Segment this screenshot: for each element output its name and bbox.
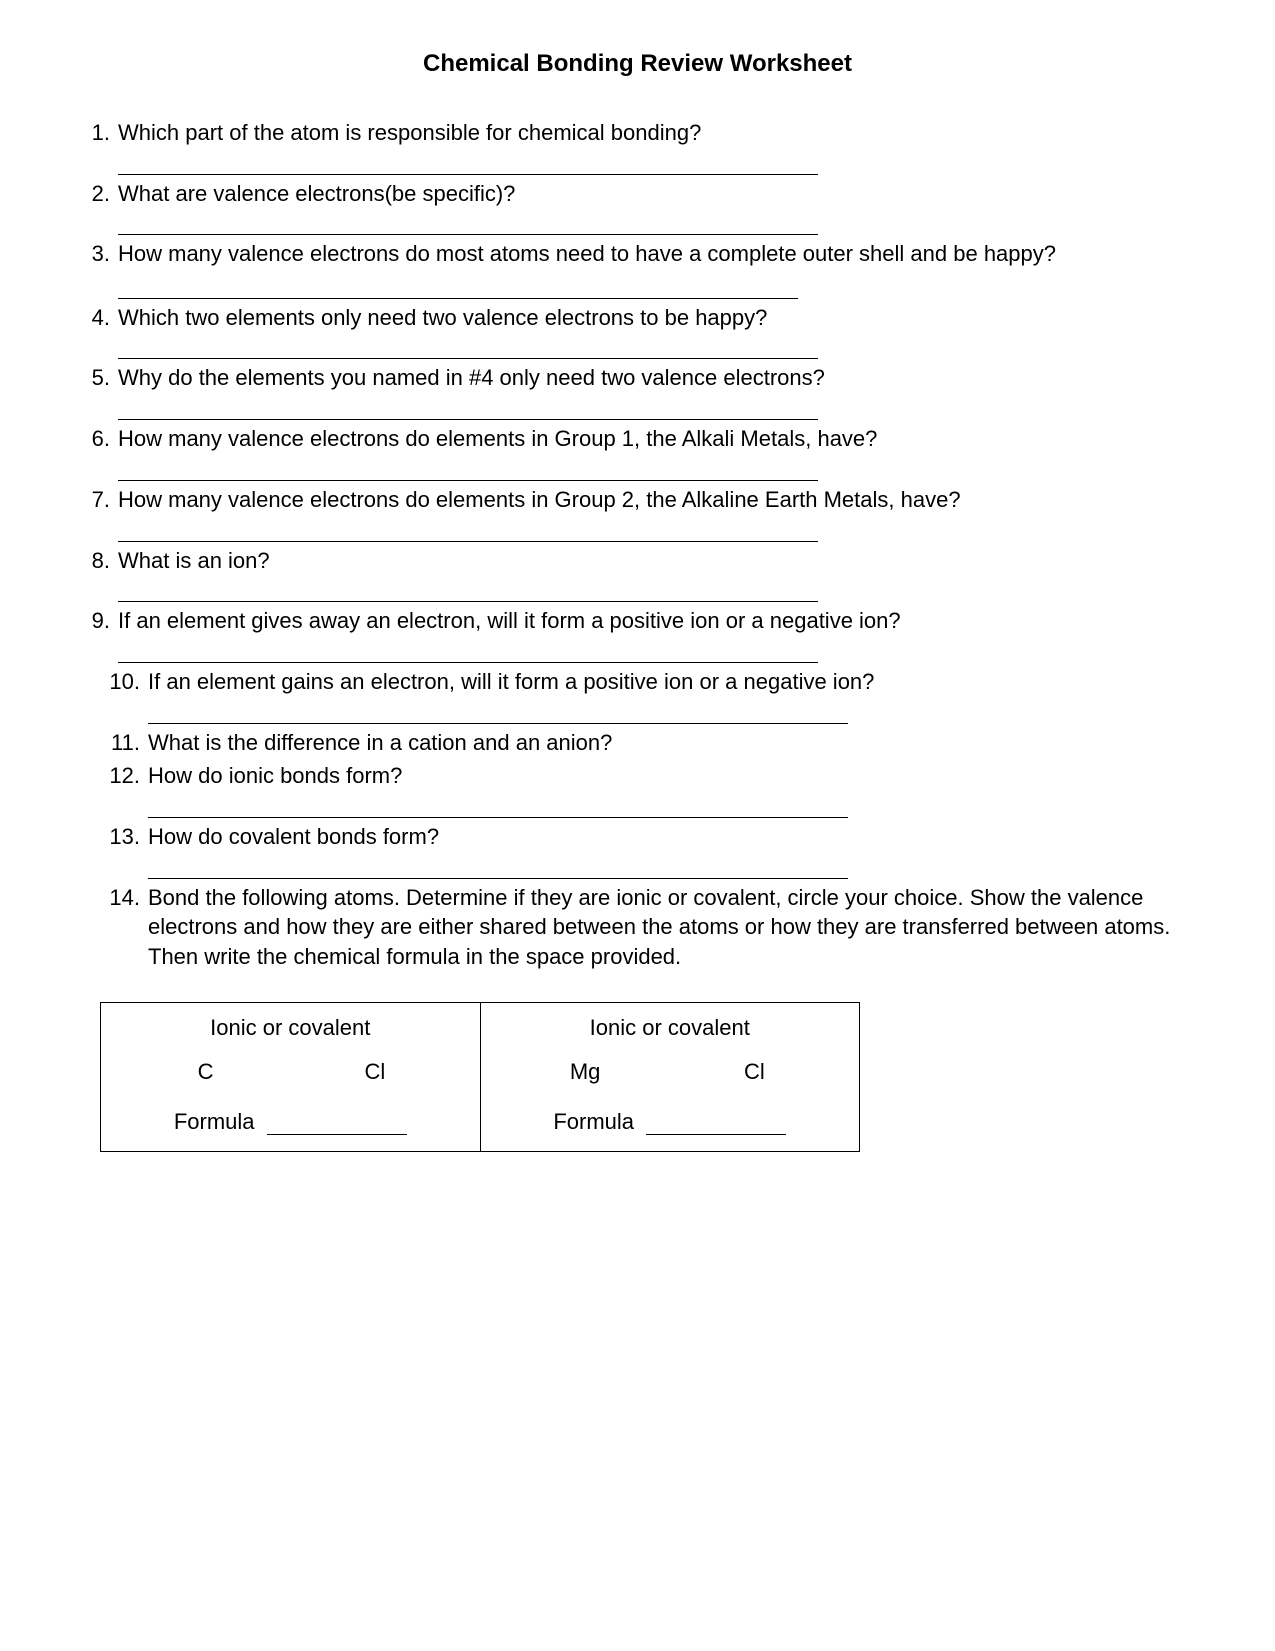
answer-blank[interactable] bbox=[118, 336, 818, 359]
question-item: 10.If an element gains an electron, will… bbox=[70, 667, 1205, 697]
question-text: What are valence electrons(be specific)? bbox=[118, 179, 1205, 209]
question-text: How many valence electrons do most atoms… bbox=[118, 239, 1205, 298]
question-number: 6. bbox=[70, 424, 118, 454]
question-item: 8.What is an ion? bbox=[70, 546, 1205, 576]
question-item: 1.Which part of the atom is responsible … bbox=[70, 118, 1205, 148]
question-item: 4.Which two elements only need two valen… bbox=[70, 303, 1205, 333]
answer-blank[interactable] bbox=[118, 458, 818, 481]
question-number: 10. bbox=[70, 667, 148, 697]
answer-blank[interactable] bbox=[118, 519, 818, 542]
question-number: 2. bbox=[70, 179, 118, 209]
element-pair: C Cl bbox=[121, 1059, 460, 1085]
question-text: What is an ion? bbox=[118, 546, 1205, 576]
question-number: 8. bbox=[70, 546, 118, 576]
question-text: Which two elements only need two valence… bbox=[118, 303, 1205, 333]
question-item: 7.How many valence electrons do elements… bbox=[70, 485, 1205, 515]
answer-blank[interactable] bbox=[148, 795, 848, 818]
question-item: 14.Bond the following atoms. Determine i… bbox=[70, 883, 1205, 972]
answer-blank[interactable] bbox=[118, 212, 818, 235]
ionic-covalent-label: Ionic or covalent bbox=[121, 1015, 460, 1041]
question-number: 5. bbox=[70, 363, 118, 393]
formula-row: Formula bbox=[501, 1109, 840, 1135]
question-number: 11. bbox=[70, 728, 148, 758]
formula-blank[interactable] bbox=[267, 1116, 407, 1135]
question-number: 9. bbox=[70, 606, 118, 636]
bonding-table: Ionic or covalent C Cl Formula Ionic or … bbox=[100, 1002, 860, 1152]
question-number: 4. bbox=[70, 303, 118, 333]
bonding-cell: Ionic or covalent Mg Cl Formula bbox=[480, 1002, 860, 1151]
question-item: 5.Why do the elements you named in #4 on… bbox=[70, 363, 1205, 393]
question-text: If an element gives away an electron, wi… bbox=[118, 606, 1205, 636]
element-1: C bbox=[186, 1059, 226, 1085]
question-text: What is the difference in a cation and a… bbox=[148, 728, 1205, 758]
answer-blank[interactable] bbox=[148, 856, 848, 879]
question-item: 13.How do covalent bonds form? bbox=[70, 822, 1205, 852]
answer-blank[interactable] bbox=[118, 579, 818, 602]
question-number: 14. bbox=[70, 883, 148, 972]
question-list: 1.Which part of the atom is responsible … bbox=[70, 118, 1205, 972]
answer-blank[interactable] bbox=[148, 701, 848, 724]
question-number: 12. bbox=[70, 761, 148, 791]
question-text: Which part of the atom is responsible fo… bbox=[118, 118, 1205, 148]
formula-blank[interactable] bbox=[646, 1116, 786, 1135]
question-item: 6.How many valence electrons do elements… bbox=[70, 424, 1205, 454]
answer-blank[interactable] bbox=[118, 152, 818, 175]
question-item: 2.What are valence electrons(be specific… bbox=[70, 179, 1205, 209]
ionic-covalent-label: Ionic or covalent bbox=[501, 1015, 840, 1041]
question-text: How do covalent bonds form? bbox=[148, 822, 1205, 852]
question-item: 11.What is the difference in a cation an… bbox=[70, 728, 1205, 758]
answer-blank[interactable] bbox=[118, 640, 818, 663]
question-number: 13. bbox=[70, 822, 148, 852]
question-text: Why do the elements you named in #4 only… bbox=[118, 363, 1205, 393]
question-text: Bond the following atoms. Determine if t… bbox=[148, 883, 1205, 972]
question-item: 3.How many valence electrons do most ato… bbox=[70, 239, 1205, 298]
answer-blank[interactable] bbox=[118, 397, 818, 420]
bonding-cell: Ionic or covalent C Cl Formula bbox=[101, 1002, 481, 1151]
element-pair: Mg Cl bbox=[501, 1059, 840, 1085]
formula-label: Formula bbox=[553, 1109, 634, 1134]
question-item: 12.How do ionic bonds form? bbox=[70, 761, 1205, 791]
question-number: 1. bbox=[70, 118, 118, 148]
formula-row: Formula bbox=[121, 1109, 460, 1135]
question-number: 3. bbox=[70, 239, 118, 298]
element-2: Cl bbox=[734, 1059, 774, 1085]
answer-blank[interactable] bbox=[118, 280, 798, 299]
question-text: How many valence electrons do elements i… bbox=[118, 424, 1205, 454]
question-item: 9.If an element gives away an electron, … bbox=[70, 606, 1205, 636]
element-1: Mg bbox=[565, 1059, 605, 1085]
question-text: How many valence electrons do elements i… bbox=[118, 485, 1205, 515]
question-number: 7. bbox=[70, 485, 118, 515]
question-text: How do ionic bonds form? bbox=[148, 761, 1205, 791]
formula-label: Formula bbox=[174, 1109, 255, 1134]
worksheet-title: Chemical Bonding Review Worksheet bbox=[70, 50, 1205, 78]
question-text: If an element gains an electron, will it… bbox=[148, 667, 1205, 697]
element-2: Cl bbox=[355, 1059, 395, 1085]
